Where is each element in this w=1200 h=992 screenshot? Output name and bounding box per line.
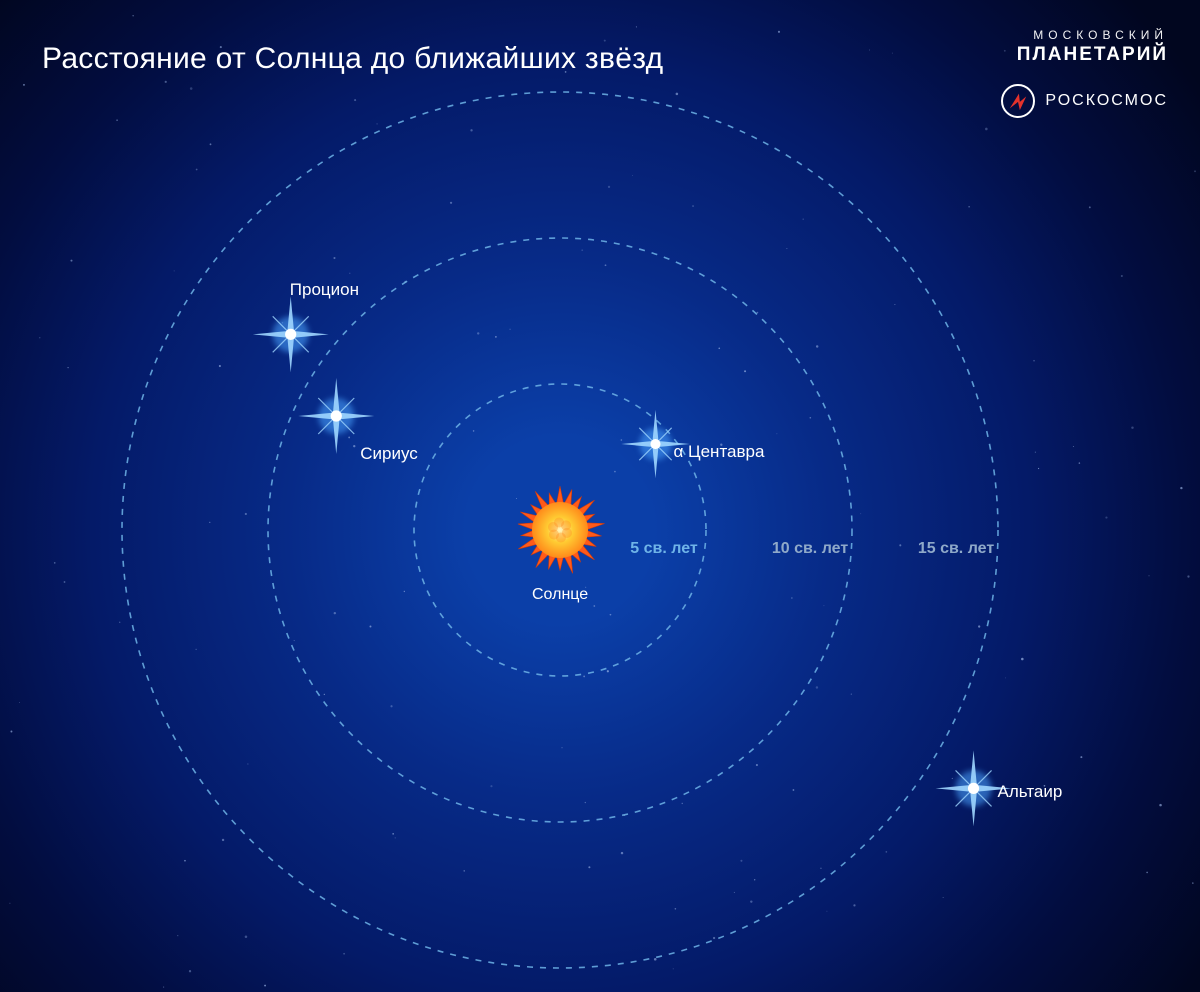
star-label-procyon: Процион [290,280,359,300]
star-label-sirius: Сириус [360,444,418,464]
labels-layer: 5 св. лет 10 св. лет 15 св. лет Солнце α Цен… [0,0,1200,992]
ring-label-10: 10 св. лет [772,540,848,558]
sun-label: Солнце [532,586,588,604]
ring-label-15: 15 св. лет [918,540,994,558]
star-label-altair: Альтаир [998,782,1063,802]
infographic-canvas: Расстояние от Солнца до ближайших звёзд … [0,0,1200,992]
ring-label-5: 5 св. лет [630,540,697,558]
star-label-alpha-centauri: α Центавра [673,442,764,462]
